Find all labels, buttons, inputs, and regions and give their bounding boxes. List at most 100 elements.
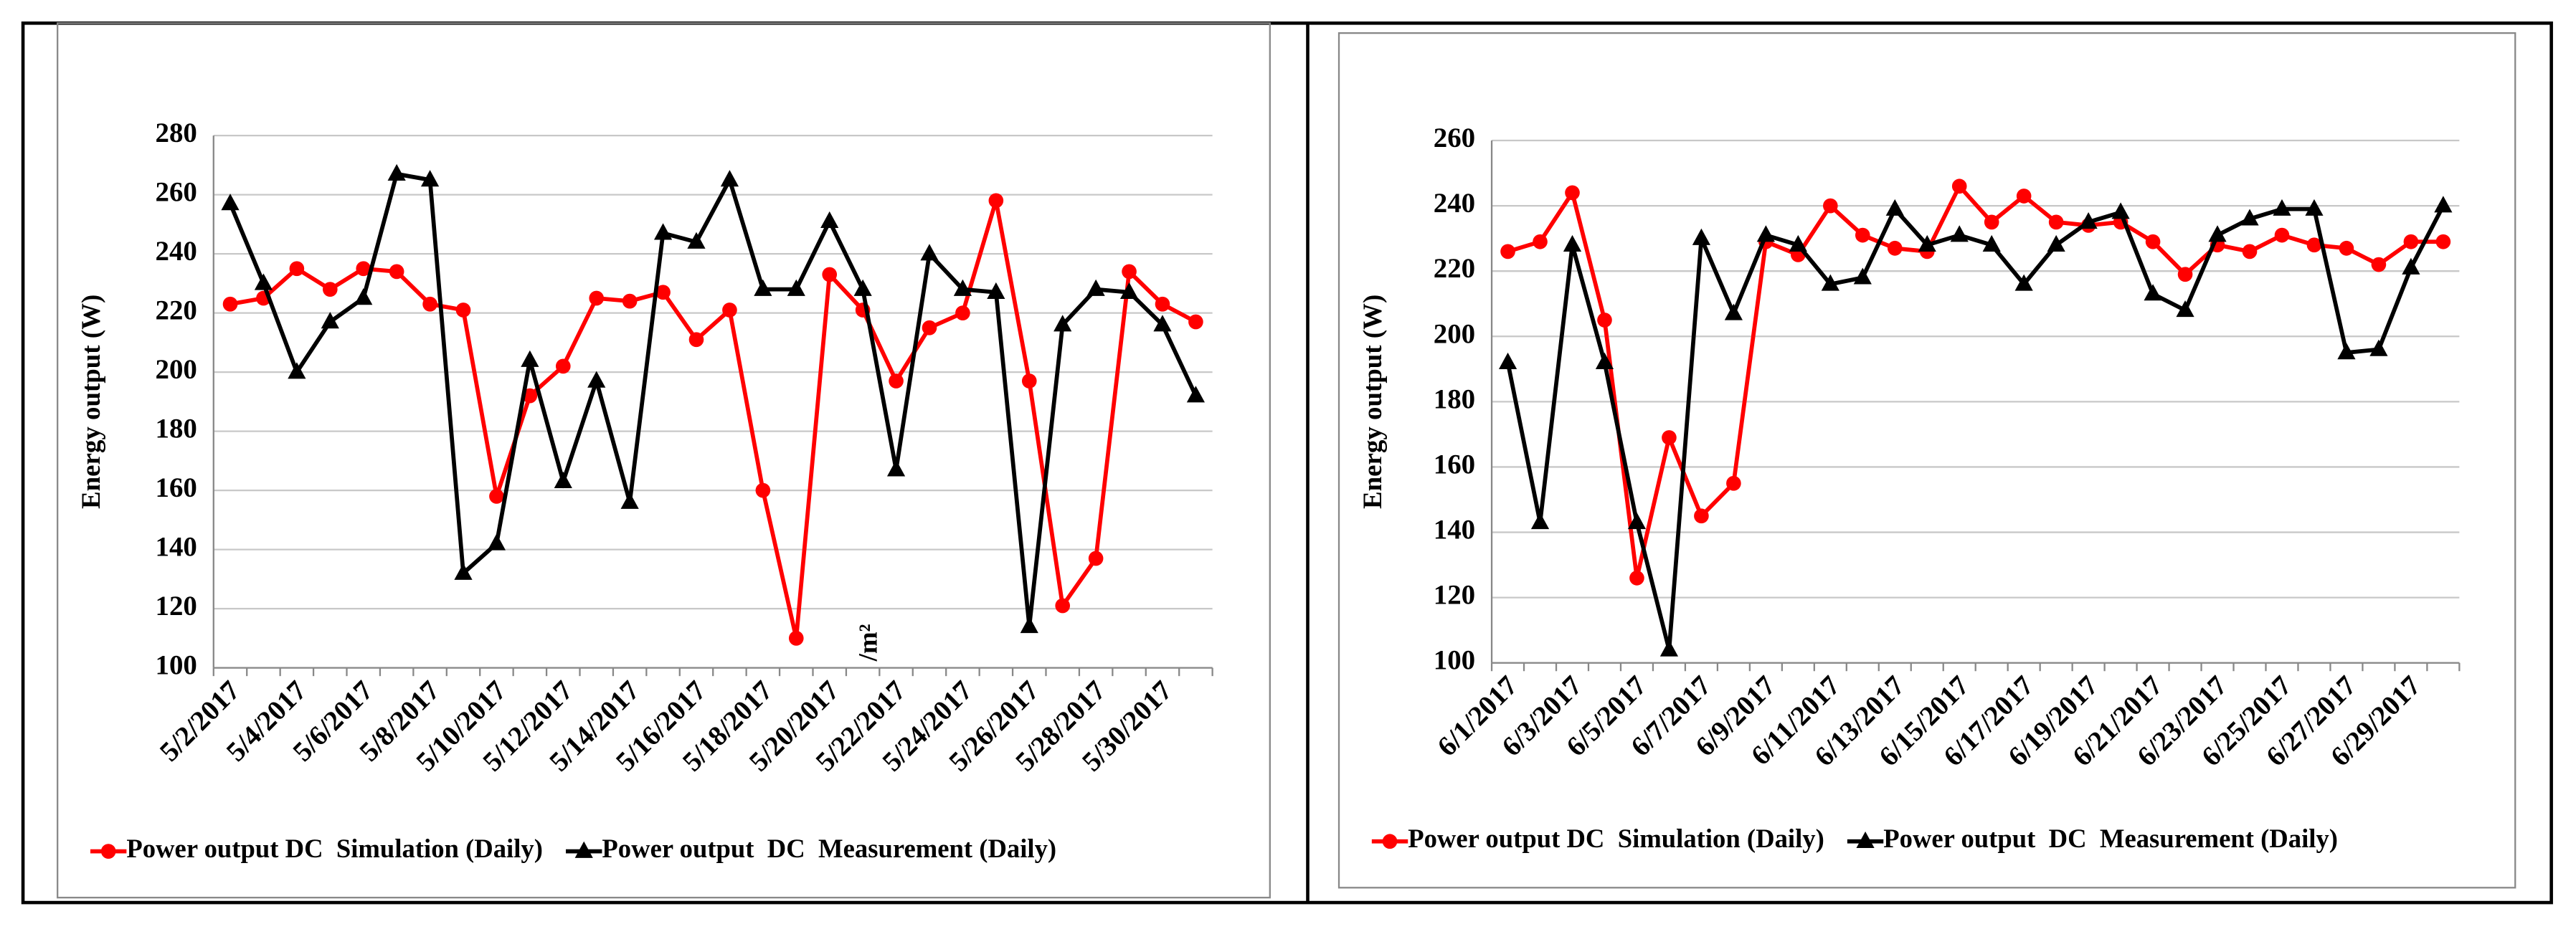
y-tick-label: 180 <box>1434 383 1475 414</box>
point <box>2306 237 2322 253</box>
point <box>1724 303 1743 320</box>
point <box>2176 300 2194 318</box>
point <box>687 232 706 249</box>
point <box>2371 257 2387 272</box>
point <box>2048 214 2064 230</box>
legend-label: Power output DC Simulation (Daily) <box>1408 824 1824 853</box>
y-tick-label: 220 <box>1434 253 1475 284</box>
point <box>254 273 273 290</box>
point <box>1659 639 1679 657</box>
point <box>422 296 437 312</box>
point <box>589 290 605 306</box>
point <box>100 844 116 859</box>
point <box>988 193 1004 209</box>
point <box>1950 225 1969 242</box>
y-tick-label: 100 <box>155 650 196 681</box>
point <box>1821 274 1839 291</box>
y-axis-label: Energy output (W) <box>76 295 105 509</box>
legend-label: Power output DC Simulation (Daily) <box>126 834 543 863</box>
point <box>322 282 338 297</box>
y-tick-label: 140 <box>155 532 196 563</box>
y-tick-label: 200 <box>155 354 196 385</box>
point <box>455 302 471 318</box>
point <box>2403 234 2419 249</box>
point <box>2274 227 2290 243</box>
y-tick-label: 280 <box>155 118 196 148</box>
point <box>1188 314 1203 330</box>
y-tick-label: 120 <box>1434 580 1475 611</box>
point <box>1153 315 1172 332</box>
point <box>2047 234 2065 252</box>
point <box>2242 244 2258 259</box>
point <box>574 841 593 858</box>
point <box>521 350 539 367</box>
point <box>2208 225 2227 242</box>
point <box>289 261 305 277</box>
point <box>2014 274 2033 291</box>
point <box>889 373 904 389</box>
point <box>787 279 805 296</box>
legend-label: Power output DC Measurement (Daily) <box>1883 824 2338 853</box>
point <box>1500 244 1515 259</box>
point <box>2240 209 2259 226</box>
point <box>387 163 406 181</box>
point <box>987 282 1005 299</box>
line <box>1507 182 2443 578</box>
point <box>587 371 606 388</box>
point <box>1122 264 1137 280</box>
point <box>1563 234 1582 252</box>
point <box>922 320 937 335</box>
point <box>1565 185 1580 201</box>
point <box>655 285 671 300</box>
point <box>1088 551 1104 566</box>
y-tick-label: 160 <box>1434 449 1475 480</box>
point <box>1853 267 1872 285</box>
point <box>822 267 838 282</box>
point <box>755 482 771 498</box>
y-tick-label: 260 <box>155 176 196 207</box>
point <box>1694 508 1709 524</box>
y-tick-label: 180 <box>155 414 196 444</box>
point <box>1885 199 1904 216</box>
y-tick-label: 160 <box>155 472 196 503</box>
point <box>2305 199 2324 216</box>
point <box>1789 234 1807 252</box>
point <box>222 296 238 312</box>
point <box>1984 214 1999 230</box>
point <box>288 362 306 379</box>
point <box>1021 373 1037 389</box>
y-tick-label: 100 <box>1434 645 1475 676</box>
point <box>389 264 404 280</box>
point <box>2079 212 2098 229</box>
point <box>2369 339 2388 356</box>
point <box>1823 198 1838 214</box>
point <box>354 288 373 305</box>
point <box>2337 343 2356 360</box>
point <box>420 170 440 187</box>
series <box>222 193 1203 646</box>
y-tick-label: 120 <box>155 591 196 621</box>
point <box>1382 834 1398 849</box>
point <box>1627 513 1647 530</box>
y-tick-label: 140 <box>1434 514 1475 545</box>
point <box>788 631 804 646</box>
point <box>1086 279 1105 296</box>
point <box>454 563 473 580</box>
point <box>1629 570 1644 586</box>
point <box>2339 240 2354 256</box>
point <box>2144 284 2162 301</box>
point <box>221 194 240 211</box>
point <box>554 471 572 488</box>
point <box>1951 178 1967 194</box>
point <box>1595 352 1614 369</box>
point <box>555 358 571 374</box>
point <box>1855 227 1870 243</box>
point <box>2435 234 2451 249</box>
y-tick-label: 240 <box>1434 188 1475 219</box>
point <box>620 492 639 509</box>
series <box>221 163 1206 634</box>
point <box>1982 234 2001 252</box>
point <box>1055 598 1071 614</box>
